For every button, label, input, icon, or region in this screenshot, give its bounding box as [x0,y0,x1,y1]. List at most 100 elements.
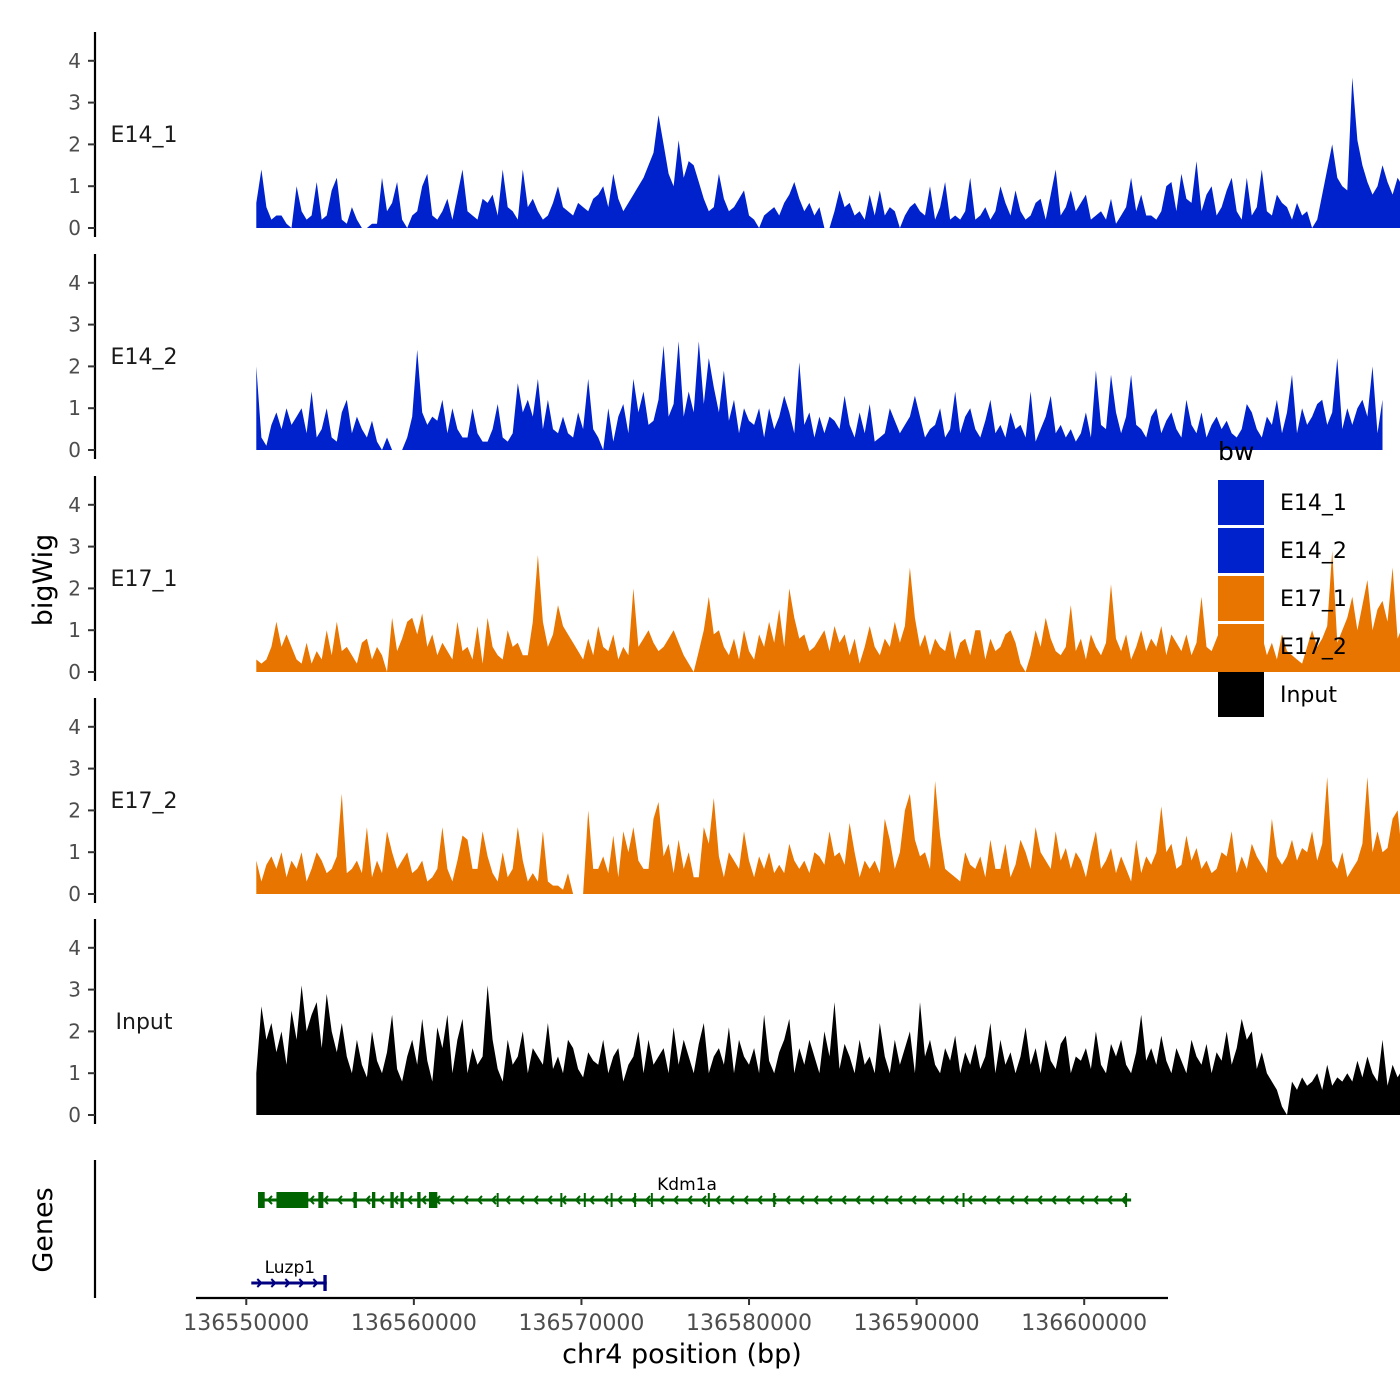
y-tick-label: 1 [68,396,81,420]
track-Input: 0 1 2 3 4 Input [68,919,1400,1127]
strand-arrow [308,1195,315,1205]
strand-arrow [658,1195,665,1205]
signal-tracks: 0 1 2 3 4 E14_1 0 1 2 3 4 E14_2 0 1 2 3 4 E17_1 0 1 2 3 4 E17_2… [68,32,1400,1127]
legend-swatch-E17_1 [1218,576,1264,621]
strand-arrow [364,1195,371,1205]
strand-arrow [714,1195,721,1205]
gene-exon [400,1192,404,1208]
y-tick-label: 0 [68,438,81,462]
signal-area-Input [256,985,1400,1115]
strand-arrow [952,1195,959,1205]
y-tick-label: 2 [68,132,81,156]
strand-arrow [1022,1195,1029,1205]
y-tick-label: 4 [68,936,81,960]
strand-arrow [532,1195,539,1205]
y-tick-label: 1 [68,1061,81,1085]
legend-swatch-E14_1 [1218,480,1264,525]
strand-arrow [1064,1195,1071,1205]
strand-arrow [574,1195,581,1205]
strand-arrow [392,1195,399,1205]
strand-arrow [378,1195,385,1205]
track-E14_1: 0 1 2 3 4 E14_1 [68,32,1400,240]
y-tick-label: 0 [68,660,81,684]
strand-arrow [630,1195,637,1205]
strand-arrow [270,1278,277,1288]
y-tick-label: 4 [68,715,81,739]
strand-arrow [406,1195,413,1205]
y-tick-label: 1 [68,618,81,642]
strand-arrow [294,1195,301,1205]
strand-arrow [546,1195,553,1205]
strand-arrow [896,1195,903,1205]
gene-track-label: Genes [28,1187,59,1272]
legend-swatch-Input [1218,672,1264,717]
strand-arrow [994,1195,1001,1205]
strand-arrow [728,1195,735,1205]
strand-arrow [434,1195,441,1205]
strand-arrow [770,1195,777,1205]
y-tick-label: 0 [68,216,81,240]
strand-arrow [298,1278,305,1288]
strand-arrow [560,1195,567,1205]
gene-exon [318,1192,324,1208]
legend: bw E14_1 E14_2 E17_1 E17_2 Input [1218,437,1347,717]
gene-label: Luzp1 [265,1258,315,1278]
track-label: Input [116,1010,173,1035]
strand-arrow [924,1195,931,1205]
strand-arrow [784,1195,791,1205]
strand-arrow [504,1195,511,1205]
track-label: E17_2 [111,789,178,814]
signal-area-E17_1 [256,550,1400,672]
strand-arrow [616,1195,623,1205]
track-label: E17_1 [111,567,178,592]
gene-exon [417,1192,421,1208]
strand-arrow [854,1195,861,1205]
track-label: E14_1 [111,123,178,148]
strand-arrow [910,1195,917,1205]
y-tick-label: 2 [68,576,81,600]
y-tick-label: 2 [68,798,81,822]
strand-arrow [672,1195,679,1205]
strand-arrow [644,1195,651,1205]
strand-arrow [336,1195,343,1205]
strand-arrow [420,1195,427,1205]
strand-arrow [280,1195,287,1205]
strand-arrow [476,1195,483,1205]
strand-arrow [350,1195,357,1205]
y-tick-label: 4 [68,49,81,73]
strand-arrow [602,1195,609,1205]
strand-arrow [322,1195,329,1205]
gene-exon [353,1192,357,1208]
strand-arrow [882,1195,889,1205]
gene-exon [371,1192,376,1208]
strand-arrow [826,1195,833,1205]
legend-label: E14_2 [1280,539,1347,564]
gene-exon [323,1275,327,1291]
x-tick-label: 136550000 [183,1311,309,1336]
strand-arrow [812,1195,819,1205]
legend-label: E17_2 [1280,635,1347,660]
strand-arrow [518,1195,525,1205]
strand-arrow [1036,1195,1043,1205]
gene-exon [258,1192,265,1208]
gene-track: Kdm1a Luzp1 [93,1160,1132,1298]
gene-label: Kdm1a [657,1175,717,1195]
strand-arrow [938,1195,945,1205]
x-tick-label: 136590000 [854,1311,980,1336]
strand-arrow [686,1195,693,1205]
strand-arrow [1120,1195,1127,1205]
y-tick-label: 0 [68,1103,81,1127]
strand-arrow [798,1195,805,1205]
strand-arrow [462,1195,469,1205]
x-tick-label: 136570000 [518,1311,644,1336]
y-tick-label: 4 [68,493,81,517]
gene-exon [390,1192,394,1208]
y-tick-label: 3 [68,91,81,115]
strand-arrow [1106,1195,1113,1205]
legend-title: bw [1218,437,1254,466]
track-E14_2: 0 1 2 3 4 E14_2 [68,254,1383,462]
strand-arrow [742,1195,749,1205]
legend-label: E17_1 [1280,587,1347,612]
y-tick-label: 3 [68,535,81,559]
